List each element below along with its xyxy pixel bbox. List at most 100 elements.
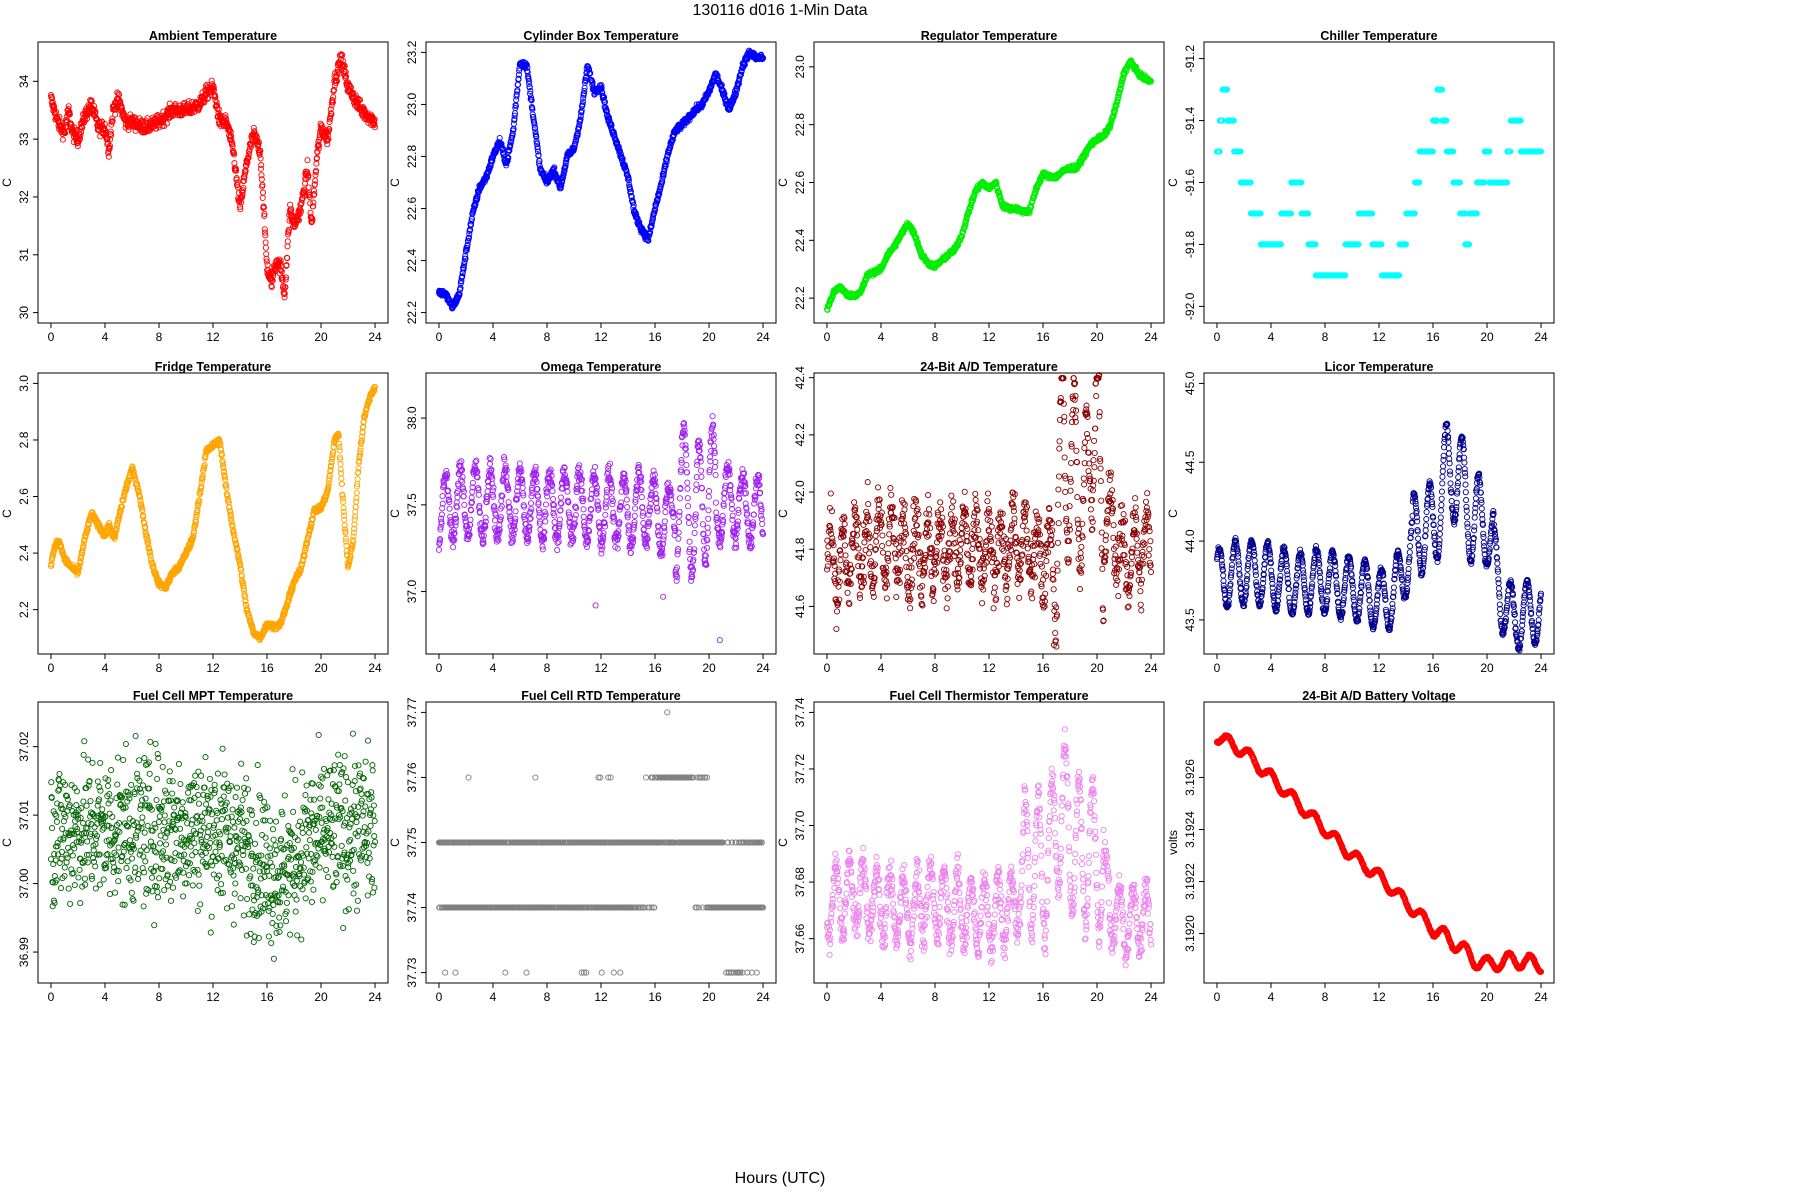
- data-point: [102, 127, 109, 134]
- data-point: [90, 102, 98, 110]
- y-tick-label: 22.6: [793, 170, 807, 194]
- y-axis-label: C: [0, 509, 14, 518]
- x-tick-label: 4: [102, 330, 109, 344]
- chart-title: Ambient Temperature: [149, 29, 277, 43]
- plot-frame: [37, 41, 389, 324]
- data-points: [435, 47, 767, 312]
- data-points: [823, 57, 1155, 313]
- y-axis-label: C: [776, 178, 790, 187]
- x-tick-label: 8: [156, 661, 163, 675]
- x-tick-label: 24: [368, 661, 382, 675]
- data-point: [108, 121, 115, 128]
- data-point: [49, 99, 56, 106]
- x-tick-label: 0: [436, 330, 443, 344]
- data-point: [59, 136, 66, 143]
- x-tick-label: 20: [702, 330, 716, 344]
- y-axis-label: C: [1166, 178, 1180, 187]
- data-point: [109, 115, 116, 122]
- data-point: [310, 199, 317, 206]
- x-tick-label: 16: [260, 661, 274, 675]
- data-point: [259, 194, 266, 202]
- data-point: [108, 118, 116, 126]
- data-point: [112, 105, 119, 112]
- x-tick-label: 20: [314, 661, 328, 675]
- data-point: [62, 130, 69, 137]
- y-tick-label: 22.6: [405, 197, 419, 221]
- x-tick-label: 4: [490, 330, 497, 344]
- y-axis-label: C: [388, 178, 402, 187]
- data-point: [106, 142, 113, 149]
- data-point: [305, 184, 312, 191]
- x-tick-label: 4: [878, 330, 885, 344]
- data-point: [92, 108, 99, 116]
- data-point: [83, 115, 90, 122]
- data-point: [257, 155, 264, 162]
- x-tick-label: 4: [102, 661, 109, 675]
- data-point: [109, 118, 116, 125]
- y-tick-label: 30: [17, 306, 31, 320]
- data-point: [284, 238, 291, 245]
- x-tick-label: 16: [648, 330, 662, 344]
- y-tick-label: 2.8: [17, 431, 31, 448]
- x-tick-label: 24: [368, 330, 382, 344]
- figure-title: 130116 d016 1-Min Data: [692, 2, 868, 19]
- x-tick-label: 24: [756, 330, 770, 344]
- data-point: [65, 103, 72, 110]
- data-points: [47, 383, 379, 644]
- data-point: [262, 244, 269, 251]
- chart-title: Cylinder Box Temperature: [523, 29, 678, 43]
- x-tick-label: 12: [206, 330, 220, 344]
- data-point: [76, 135, 83, 142]
- data-point: [107, 128, 114, 135]
- data-point: [258, 162, 265, 169]
- x-tick-label: 12: [982, 330, 996, 344]
- data-points: [1213, 86, 1545, 279]
- y-tick-label: 33: [17, 132, 31, 146]
- data-point: [88, 98, 95, 105]
- chart-title: Regulator Temperature: [921, 29, 1058, 43]
- x-tick-label: 20: [1480, 330, 1494, 344]
- y-tick-label: 2.6: [17, 488, 31, 505]
- data-point: [231, 160, 238, 167]
- y-tick-label: -91.6: [1183, 169, 1197, 197]
- data-point: [259, 189, 267, 196]
- data-point: [535, 152, 542, 159]
- data-point: [49, 95, 56, 102]
- x-tick-label: 12: [206, 661, 220, 675]
- x-tick-label: 8: [932, 330, 939, 344]
- data-point: [50, 103, 57, 110]
- y-tick-label: 32: [17, 190, 31, 204]
- x-tick-label: 20: [1090, 330, 1104, 344]
- y-tick-label: 2.4: [17, 544, 31, 561]
- y-tick-label: 3.0: [17, 375, 31, 392]
- data-point: [70, 126, 77, 133]
- data-point: [284, 255, 291, 262]
- x-tick-label: 12: [594, 330, 608, 344]
- data-point: [264, 261, 271, 268]
- y-tick-label: 22.4: [793, 228, 807, 252]
- y-tick-label: -91.2: [1183, 45, 1197, 73]
- data-point: [57, 118, 64, 126]
- data-point: [66, 111, 73, 118]
- y-tick-label: -91.4: [1183, 107, 1197, 135]
- x-tick-label: 12: [1372, 330, 1386, 344]
- y-tick-label: -91.8: [1183, 230, 1197, 258]
- y-tick-label: 22.2: [405, 301, 419, 325]
- x-tick-label: 8: [156, 330, 163, 344]
- data-point: [52, 108, 60, 115]
- chart-title: Fridge Temperature: [155, 360, 272, 374]
- data-point: [262, 239, 269, 246]
- y-tick-label: 22.4: [405, 249, 419, 273]
- y-tick-label: 23.0: [793, 55, 807, 79]
- data-point: [58, 123, 65, 130]
- y-tick-label: 2.2: [17, 601, 31, 618]
- y-tick-label: 34: [17, 74, 31, 88]
- data-point: [105, 153, 112, 160]
- y-tick-label: 23.2: [405, 40, 419, 64]
- chart-title: Chiller Temperature: [1320, 29, 1437, 43]
